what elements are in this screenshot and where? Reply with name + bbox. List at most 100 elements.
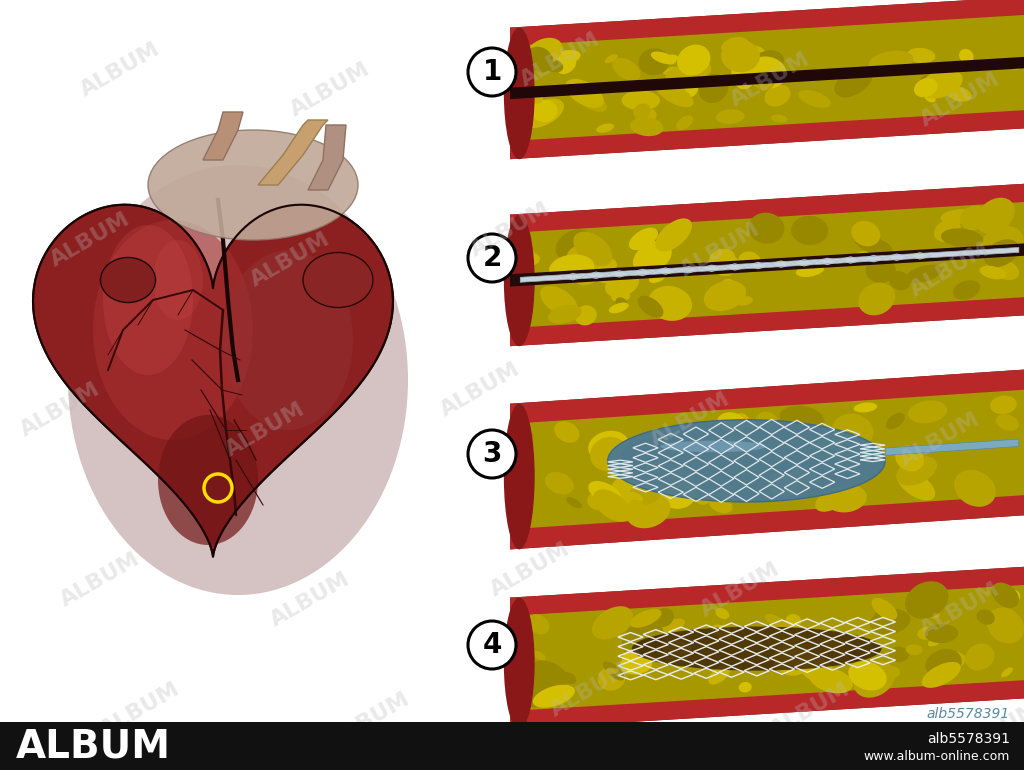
Ellipse shape: [594, 266, 621, 283]
Text: 1: 1: [482, 58, 502, 86]
Ellipse shape: [148, 130, 358, 240]
Ellipse shape: [773, 644, 810, 675]
Polygon shape: [510, 184, 1024, 346]
Ellipse shape: [1000, 590, 1020, 608]
Polygon shape: [510, 390, 1024, 529]
Ellipse shape: [598, 666, 626, 691]
Ellipse shape: [693, 59, 712, 75]
Ellipse shape: [655, 219, 692, 252]
Ellipse shape: [666, 641, 692, 652]
Ellipse shape: [655, 81, 693, 107]
Ellipse shape: [653, 608, 674, 628]
Ellipse shape: [719, 436, 744, 456]
Ellipse shape: [743, 419, 762, 428]
Ellipse shape: [660, 440, 766, 452]
Ellipse shape: [532, 651, 546, 661]
Ellipse shape: [895, 446, 924, 471]
Ellipse shape: [677, 45, 711, 75]
Ellipse shape: [865, 258, 896, 283]
Ellipse shape: [876, 611, 899, 621]
Ellipse shape: [749, 213, 784, 244]
Ellipse shape: [574, 262, 602, 286]
Text: ALBUM: ALBUM: [696, 559, 783, 621]
Ellipse shape: [953, 280, 980, 300]
Ellipse shape: [932, 81, 946, 92]
Ellipse shape: [799, 90, 830, 108]
Ellipse shape: [709, 249, 735, 267]
Ellipse shape: [738, 682, 752, 692]
Ellipse shape: [615, 297, 628, 309]
Ellipse shape: [605, 54, 617, 63]
Ellipse shape: [984, 239, 1019, 267]
Ellipse shape: [868, 51, 913, 73]
Ellipse shape: [633, 103, 650, 119]
Ellipse shape: [835, 67, 872, 97]
Polygon shape: [258, 120, 328, 185]
Text: alb5578391: alb5578391: [927, 732, 1010, 746]
Polygon shape: [885, 439, 1019, 455]
Ellipse shape: [957, 239, 979, 252]
Ellipse shape: [896, 456, 937, 486]
Ellipse shape: [554, 421, 580, 443]
Ellipse shape: [749, 50, 777, 67]
Ellipse shape: [532, 685, 574, 708]
Ellipse shape: [778, 483, 790, 491]
Ellipse shape: [519, 675, 556, 708]
Ellipse shape: [566, 246, 588, 264]
Ellipse shape: [889, 647, 909, 662]
Ellipse shape: [530, 661, 568, 688]
Ellipse shape: [721, 37, 749, 55]
Ellipse shape: [622, 90, 659, 110]
Polygon shape: [308, 125, 346, 190]
Ellipse shape: [664, 67, 677, 75]
Ellipse shape: [607, 420, 885, 502]
Ellipse shape: [589, 247, 606, 262]
Ellipse shape: [918, 627, 937, 640]
Ellipse shape: [941, 229, 983, 247]
Text: 2: 2: [482, 244, 502, 272]
Text: ALBUM: ALBUM: [56, 549, 143, 611]
Ellipse shape: [924, 92, 936, 102]
Text: ALBUM: ALBUM: [916, 69, 1004, 131]
Ellipse shape: [889, 271, 910, 290]
Text: ALBUM: ALBUM: [16, 727, 171, 765]
Ellipse shape: [667, 80, 698, 100]
Ellipse shape: [702, 454, 722, 468]
Ellipse shape: [593, 490, 631, 522]
Ellipse shape: [659, 465, 686, 482]
Ellipse shape: [573, 232, 612, 266]
Circle shape: [468, 430, 516, 478]
Ellipse shape: [565, 79, 604, 108]
Ellipse shape: [921, 75, 948, 95]
Ellipse shape: [527, 94, 544, 104]
Ellipse shape: [712, 624, 733, 639]
Ellipse shape: [776, 659, 788, 671]
Ellipse shape: [852, 226, 883, 253]
Ellipse shape: [758, 50, 784, 70]
Polygon shape: [510, 370, 1024, 550]
Ellipse shape: [795, 665, 809, 671]
Ellipse shape: [847, 651, 862, 662]
Ellipse shape: [629, 228, 658, 250]
Ellipse shape: [927, 609, 940, 618]
Polygon shape: [33, 205, 393, 557]
Ellipse shape: [745, 56, 786, 89]
Ellipse shape: [991, 583, 1019, 608]
Ellipse shape: [504, 598, 535, 729]
Polygon shape: [510, 243, 1024, 286]
Ellipse shape: [698, 74, 728, 103]
Ellipse shape: [609, 303, 629, 313]
Ellipse shape: [506, 247, 539, 267]
Ellipse shape: [574, 306, 597, 326]
Text: ALBUM: ALBUM: [647, 389, 733, 450]
Polygon shape: [510, 184, 1024, 346]
Ellipse shape: [676, 116, 693, 130]
Ellipse shape: [592, 606, 633, 639]
Ellipse shape: [854, 661, 895, 698]
Ellipse shape: [521, 99, 564, 128]
Ellipse shape: [672, 86, 685, 96]
Ellipse shape: [638, 49, 670, 75]
Ellipse shape: [976, 198, 1015, 234]
Ellipse shape: [940, 209, 977, 224]
Ellipse shape: [660, 618, 685, 634]
